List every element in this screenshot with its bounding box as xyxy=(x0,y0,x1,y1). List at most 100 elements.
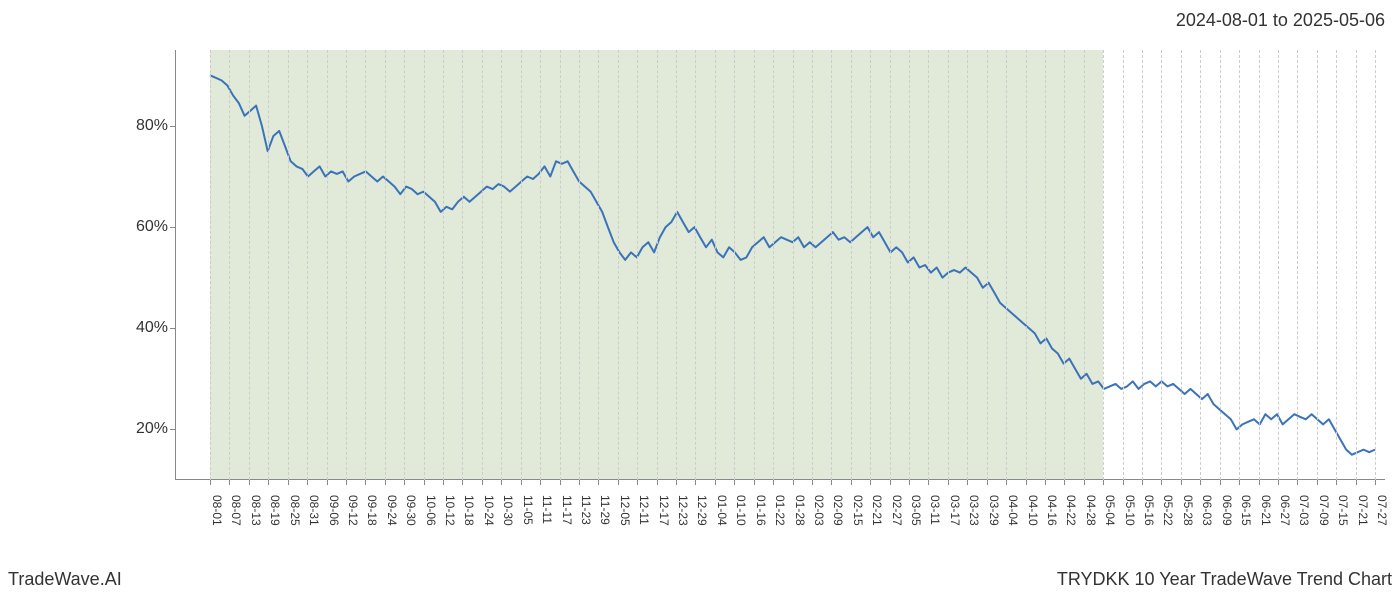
x-grid-line xyxy=(288,50,289,480)
x-grid-line xyxy=(1278,50,1279,480)
x-tick-label: 10-12 xyxy=(443,495,457,526)
x-tick-label: 09-12 xyxy=(346,495,360,526)
y-tick-label: 80% xyxy=(136,117,168,135)
x-tick-label: 04-10 xyxy=(1026,495,1040,526)
x-tick-mark xyxy=(579,480,580,485)
x-grid-line xyxy=(424,50,425,480)
x-tick-mark xyxy=(1297,480,1298,485)
x-grid-line xyxy=(1026,50,1027,480)
x-grid-line xyxy=(1317,50,1318,480)
x-tick-mark xyxy=(1317,480,1318,485)
x-tick-label: 01-28 xyxy=(793,495,807,526)
x-tick-label: 06-21 xyxy=(1259,495,1273,526)
x-tick-mark xyxy=(560,480,561,485)
x-tick-mark xyxy=(695,480,696,485)
x-tick-mark xyxy=(1259,480,1260,485)
x-grid-line xyxy=(327,50,328,480)
x-tick-mark xyxy=(793,480,794,485)
x-grid-line xyxy=(598,50,599,480)
x-grid-line xyxy=(928,50,929,480)
y-axis-line xyxy=(175,50,176,480)
x-grid-line xyxy=(1220,50,1221,480)
x-tick-mark xyxy=(831,480,832,485)
x-grid-line xyxy=(637,50,638,480)
x-grid-line xyxy=(734,50,735,480)
x-grid-line xyxy=(501,50,502,480)
x-grid-line xyxy=(715,50,716,480)
x-grid-line xyxy=(909,50,910,480)
x-tick-mark xyxy=(734,480,735,485)
x-tick-label: 11-11 xyxy=(540,495,554,524)
x-tick-label: 06-27 xyxy=(1278,495,1292,526)
x-tick-mark xyxy=(1220,480,1221,485)
y-tick-mark xyxy=(170,227,175,228)
x-tick-mark xyxy=(1200,480,1201,485)
x-tick-mark xyxy=(1064,480,1065,485)
x-tick-label: 08-19 xyxy=(268,495,282,526)
x-grid-line xyxy=(521,50,522,480)
x-grid-line xyxy=(346,50,347,480)
x-tick-mark xyxy=(948,480,949,485)
x-tick-mark xyxy=(598,480,599,485)
x-tick-label: 09-24 xyxy=(385,495,399,526)
x-grid-line xyxy=(210,50,211,480)
chart-plot-area xyxy=(175,50,1385,480)
x-tick-mark xyxy=(1006,480,1007,485)
x-grid-line xyxy=(831,50,832,480)
x-tick-label: 06-15 xyxy=(1239,495,1253,526)
x-tick-mark xyxy=(870,480,871,485)
x-tick-label: 12-05 xyxy=(618,495,632,526)
x-tick-mark xyxy=(404,480,405,485)
x-grid-line xyxy=(676,50,677,480)
x-tick-label: 08-07 xyxy=(229,495,243,526)
x-tick-label: 03-29 xyxy=(987,495,1001,526)
x-tick-label: 02-21 xyxy=(870,495,884,526)
x-tick-mark xyxy=(637,480,638,485)
x-grid-line xyxy=(793,50,794,480)
x-tick-mark xyxy=(1026,480,1027,485)
x-tick-label: 06-09 xyxy=(1220,495,1234,526)
x-grid-line xyxy=(987,50,988,480)
x-grid-line xyxy=(462,50,463,480)
x-tick-label: 10-06 xyxy=(424,495,438,526)
x-tick-label: 12-11 xyxy=(637,495,651,525)
x-tick-label: 12-17 xyxy=(657,495,671,526)
footer-brand: TradeWave.AI xyxy=(8,569,122,590)
x-grid-line xyxy=(657,50,658,480)
x-grid-line xyxy=(229,50,230,480)
x-tick-mark xyxy=(288,480,289,485)
x-tick-label: 03-11 xyxy=(928,495,942,525)
x-grid-line xyxy=(1006,50,1007,480)
x-tick-mark xyxy=(443,480,444,485)
x-tick-label: 02-03 xyxy=(812,495,826,526)
x-tick-label: 03-05 xyxy=(909,495,923,526)
x-grid-line xyxy=(1181,50,1182,480)
x-grid-line xyxy=(1297,50,1298,480)
x-tick-mark xyxy=(210,480,211,485)
x-tick-label: 05-22 xyxy=(1161,495,1175,526)
x-grid-line xyxy=(618,50,619,480)
x-tick-mark xyxy=(987,480,988,485)
x-grid-line xyxy=(1336,50,1337,480)
x-tick-label: 09-30 xyxy=(404,495,418,526)
x-grid-line xyxy=(870,50,871,480)
x-grid-line xyxy=(773,50,774,480)
x-tick-mark xyxy=(482,480,483,485)
x-axis-line xyxy=(175,479,1385,480)
x-tick-mark xyxy=(967,480,968,485)
date-range-label: 2024-08-01 to 2025-05-06 xyxy=(1176,10,1385,31)
y-tick-mark xyxy=(170,126,175,127)
x-tick-label: 08-01 xyxy=(210,495,224,526)
x-tick-label: 11-29 xyxy=(598,495,612,525)
x-grid-line xyxy=(1259,50,1260,480)
x-tick-mark xyxy=(307,480,308,485)
x-tick-label: 03-17 xyxy=(948,495,962,526)
x-tick-label: 10-30 xyxy=(501,495,515,526)
x-tick-mark xyxy=(812,480,813,485)
x-tick-label: 07-27 xyxy=(1375,495,1389,526)
x-tick-mark xyxy=(249,480,250,485)
x-grid-line xyxy=(579,50,580,480)
y-tick-label: 60% xyxy=(136,218,168,236)
y-tick-label: 20% xyxy=(136,420,168,438)
x-tick-label: 10-24 xyxy=(482,495,496,526)
